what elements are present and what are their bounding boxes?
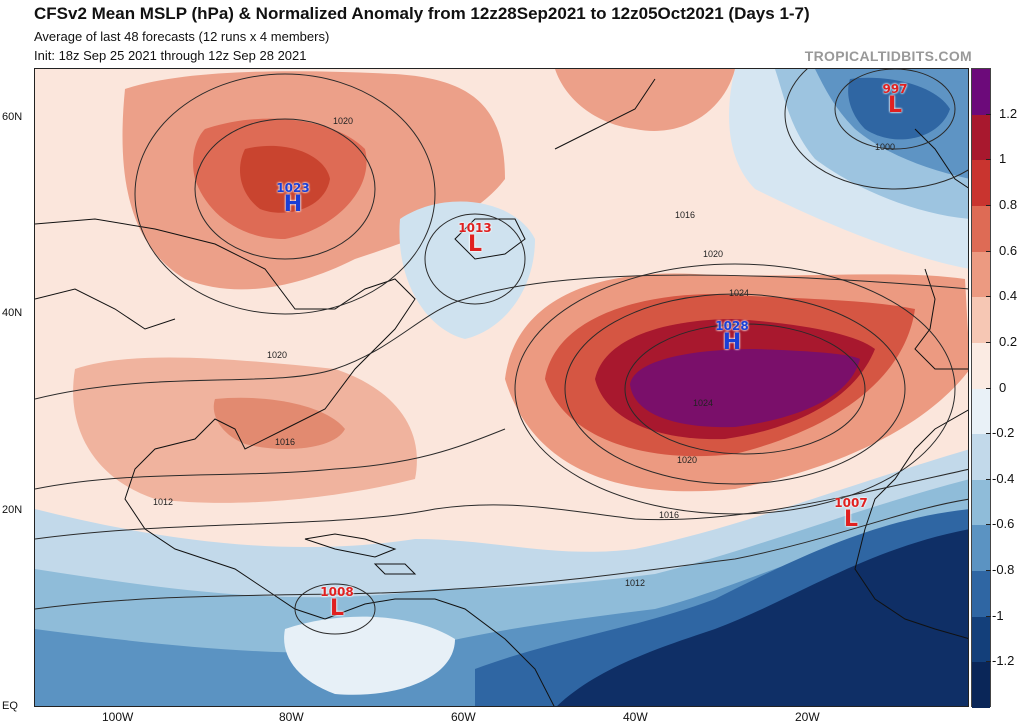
colorbar-tick-label: 1 xyxy=(999,151,1007,167)
colorbar-tick-mark xyxy=(986,478,991,480)
colorbar-tick-label: -0.2 xyxy=(992,425,1015,441)
colorbar-segment xyxy=(972,525,990,572)
chart-subtitle-ensemble: Average of last 48 forecasts (12 runs x … xyxy=(34,29,330,44)
lon-label-100w: 100W xyxy=(102,710,134,724)
colorbar-tick-label: -1 xyxy=(992,607,1004,623)
lon-label-60w: 60W xyxy=(451,710,476,724)
colorbar-tick-mark xyxy=(986,159,991,161)
lon-label-20w: 20W xyxy=(795,710,820,724)
isobar-label: 1012 xyxy=(625,578,646,588)
isobar-label: 1020 xyxy=(333,116,354,126)
isobar-label: 1024 xyxy=(729,288,750,298)
anomaly-neg-newfoundland xyxy=(399,201,535,339)
colorbar-segment xyxy=(972,297,990,344)
chart-subtitle-init: Init: 18z Sep 25 2021 through 12z Sep 28… xyxy=(34,48,307,63)
colorbar-tick-label: 0.2 xyxy=(999,333,1018,349)
colorbar-segment xyxy=(972,69,990,115)
colorbar-tick-label: -0.8 xyxy=(992,562,1015,578)
colorbar-tick-mark xyxy=(986,296,991,298)
colorbar-segment xyxy=(972,205,990,252)
lon-label-80w: 80W xyxy=(279,710,304,724)
colorbar-segment xyxy=(972,479,990,526)
isobar-label: 1016 xyxy=(659,510,680,520)
colorbar-segment xyxy=(972,571,990,618)
colorbar-tick-mark xyxy=(986,113,991,115)
map-layers xyxy=(35,69,968,706)
coastlines xyxy=(35,78,968,706)
colorbar-tick-mark xyxy=(986,570,991,572)
high-center-great-lakes: 1023 H xyxy=(276,181,310,217)
colorbar-tick-label: 0.8 xyxy=(999,196,1018,212)
colorbar-tick-label: -0.4 xyxy=(992,470,1015,486)
colorbar-tick-mark xyxy=(986,433,991,435)
colorbar-tick-mark xyxy=(986,615,991,617)
lat-label-eq: EQ xyxy=(2,700,18,712)
lat-label-60n: 60N xyxy=(2,111,23,123)
colorbar-tick-mark xyxy=(986,524,991,526)
colorbar-segment xyxy=(972,160,990,207)
credit-watermark: TROPICALTIDBITS.COM xyxy=(804,48,972,64)
low-center-colombia: 1008 L xyxy=(320,585,354,621)
isobar-label: 1020 xyxy=(703,249,724,259)
colorbar-tick-mark xyxy=(986,387,991,389)
colorbar-tick-label: 0.4 xyxy=(999,288,1018,304)
high-center-atlantic: 1028 H xyxy=(715,319,749,355)
isobar-label: 1000 xyxy=(875,142,896,152)
colorbar-segment xyxy=(972,251,990,298)
colorbar-segment xyxy=(972,662,990,709)
low-center-newfoundland: 1013 L xyxy=(458,221,492,257)
colorbar-tick-label: -1.2 xyxy=(992,653,1015,669)
colorbar-tick-mark xyxy=(986,341,991,343)
colorbar-tick-mark xyxy=(986,661,991,663)
colorbar-segment xyxy=(972,616,990,663)
colorbar-tick-label: 1.2 xyxy=(999,105,1018,121)
colorbar-tick-mark xyxy=(986,250,991,252)
lon-label-40w: 40W xyxy=(623,710,648,724)
header: CFSv2 Mean MSLP (hPa) & Normalized Anoma… xyxy=(0,0,1024,68)
lat-label-40n: 40N xyxy=(2,307,23,319)
isobar-label: 1024 xyxy=(693,398,714,408)
anomaly-map: 1020 1020 1016 1016 1020 1024 1024 1020 … xyxy=(34,68,969,707)
isobars xyxy=(35,69,968,635)
anomaly-strong-neg-eatl xyxy=(557,529,968,706)
lat-label-20n: 20N xyxy=(2,504,23,516)
colorbar-segment xyxy=(972,434,990,481)
colorbar-segment xyxy=(972,114,990,161)
isobar-label: 1016 xyxy=(275,437,296,447)
isobar-label: 1020 xyxy=(267,350,288,360)
colorbar-tick-label: 0 xyxy=(999,379,1007,395)
chart-title: CFSv2 Mean MSLP (hPa) & Normalized Anoma… xyxy=(34,4,810,23)
isobar-label: 1020 xyxy=(677,455,698,465)
low-center-west-africa: 1007 L xyxy=(834,496,868,532)
colorbar-segment xyxy=(972,388,990,435)
colorbar-tick-label: -0.6 xyxy=(992,516,1015,532)
colorbar-tick-label: 0.6 xyxy=(999,242,1018,258)
isobar-label: 1012 xyxy=(153,497,174,507)
colorbar-segment xyxy=(972,342,990,389)
low-center-north-atlantic: 997 L xyxy=(882,82,908,118)
colorbar-tick-mark xyxy=(986,204,991,206)
isobar-label: 1016 xyxy=(675,210,696,220)
